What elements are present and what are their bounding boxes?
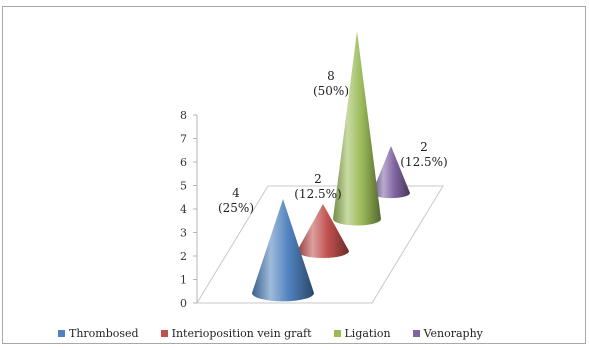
legend-swatch <box>58 329 65 337</box>
legend-label: Venoraphy <box>423 326 483 340</box>
legend-item: Ligation <box>333 326 391 340</box>
legend-swatch <box>160 329 168 337</box>
cone-body <box>372 146 410 199</box>
y-tick-label: 7 <box>180 133 187 146</box>
legend-label: Thrombosed <box>69 326 139 340</box>
legend-swatch <box>412 329 420 337</box>
data-label: 2 (12.5%) <box>400 140 447 169</box>
y-tick-label: 6 <box>180 156 187 169</box>
y-tick-label: 5 <box>180 180 187 193</box>
cone-body <box>333 31 381 226</box>
cone-interioposition-vein-graft <box>297 204 349 259</box>
y-tick-label: 8 <box>180 109 187 122</box>
cone-thrombosed <box>252 199 314 302</box>
data-label: 4 (25%) <box>218 186 254 215</box>
chart-floor <box>196 185 444 304</box>
legend-swatch <box>333 329 341 337</box>
y-tick-label: 4 <box>180 203 187 216</box>
cone-ligation <box>333 31 381 226</box>
legend-item: Thrombosed <box>58 327 139 340</box>
y-tick-label: 1 <box>180 274 187 287</box>
cone-venoraphy <box>372 146 410 199</box>
data-label: 2 (12.5%) <box>294 172 341 201</box>
y-tick-label: 0 <box>180 297 187 310</box>
y-tick-label: 2 <box>180 250 187 263</box>
data-label: 8 (50%) <box>313 69 349 98</box>
cone-body <box>297 204 349 259</box>
cone-body <box>252 199 314 302</box>
legend-label: Ligation <box>344 326 391 340</box>
legend-label: Interioposition vein graft <box>171 326 312 340</box>
legend-item: Venoraphy <box>412 326 483 340</box>
chart-legend: Thrombosed Interioposition vein graft Liga… <box>58 325 588 341</box>
legend-item: Interioposition vein graft <box>160 326 312 340</box>
y-tick-label: 3 <box>180 227 187 240</box>
